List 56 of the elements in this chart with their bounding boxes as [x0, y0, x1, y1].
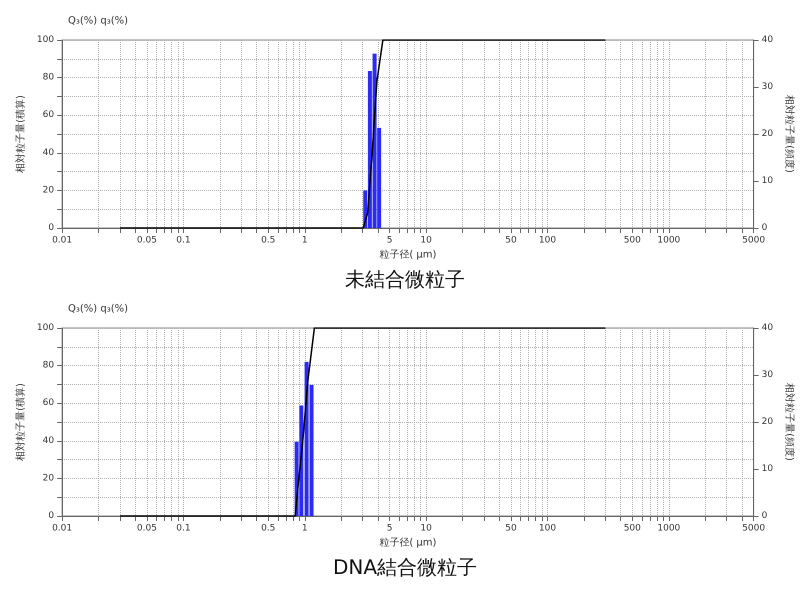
y-tick-label: 40 — [42, 148, 54, 158]
x-axis-title: 粒子径( μm) — [379, 249, 436, 260]
y2-tick-label: 20 — [762, 417, 774, 427]
y-axis-title: 相対粒子量(積算) — [14, 383, 26, 461]
y2-axis-title: 相対粒子量(頻度) — [784, 383, 796, 461]
y2-tick-label: 40 — [762, 35, 774, 45]
y2-tick-label: 30 — [762, 370, 774, 380]
x-tick-label: 1 — [302, 524, 308, 534]
x-tick-label: 0.1 — [176, 236, 191, 246]
x-tick-label: 500 — [624, 236, 642, 246]
y2-axis-title: 相対粒子量(頻度) — [784, 95, 796, 173]
y-tick-label: 100 — [36, 35, 54, 45]
y-tick-label: 20 — [42, 185, 54, 196]
x-tick-label: 0.05 — [136, 236, 157, 246]
x-tick-label: 5000 — [742, 236, 766, 246]
x-tick-label: 50 — [505, 524, 517, 534]
y2-tick-label: 0 — [762, 511, 768, 521]
text: 未結合微粒子 — [345, 267, 465, 291]
text: Q₃(%) q₃(%) — [68, 16, 128, 26]
y-tick-label: 20 — [42, 473, 54, 484]
y2-tick-label: 40 — [762, 323, 774, 333]
x-tick-label: 0.5 — [261, 524, 276, 534]
x-tick-label: 50 — [505, 236, 517, 246]
x-tick-label: 0.1 — [176, 524, 191, 534]
text: Q₃(%) q₃(%) — [68, 304, 128, 314]
x-tick-label: 1000 — [657, 236, 681, 246]
y-tick-label: 80 — [42, 360, 54, 371]
y-tick-label: 100 — [36, 323, 54, 333]
y-tick-label: 0 — [48, 511, 54, 521]
y-tick-label: 60 — [42, 398, 54, 408]
x-tick-label: 5 — [386, 524, 392, 534]
y2-tick-label: 30 — [762, 82, 774, 92]
x-tick-label: 10 — [420, 524, 432, 534]
y2-tick-label: 0 — [762, 223, 768, 233]
x-tick-label: 500 — [624, 524, 642, 534]
y2-tick-label: 20 — [762, 129, 774, 139]
y-tick-label: 0 — [48, 223, 54, 233]
x-tick-label: 0.01 — [52, 524, 72, 534]
y-axis-title: 相対粒子量(積算) — [14, 95, 26, 173]
x-tick-label: 0.01 — [52, 236, 72, 246]
y-tick-label: 80 — [42, 72, 54, 83]
x-tick-label: 5 — [386, 236, 392, 246]
x-tick-label: 100 — [538, 524, 556, 534]
x-tick-label: 0.05 — [136, 524, 157, 534]
y2-tick-label: 10 — [762, 176, 774, 186]
x-tick-label: 1 — [302, 236, 308, 246]
x-tick-label: 10 — [420, 236, 432, 246]
x-tick-label: 0.5 — [261, 236, 276, 246]
x-tick-label: 100 — [538, 236, 556, 246]
y2-tick-label: 10 — [762, 464, 774, 474]
x-tick-label: 1000 — [657, 524, 681, 534]
text: DNA結合微粒子 — [332, 555, 478, 579]
x-axis-title: 粒子径( μm) — [379, 537, 436, 548]
y-tick-label: 40 — [42, 436, 54, 446]
y-tick-label: 60 — [42, 110, 54, 120]
x-tick-label: 5000 — [742, 524, 766, 534]
